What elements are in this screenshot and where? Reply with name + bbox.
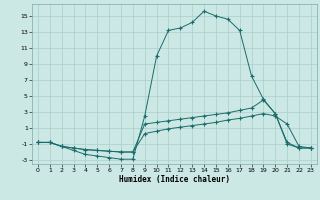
X-axis label: Humidex (Indice chaleur): Humidex (Indice chaleur) xyxy=(119,175,230,184)
